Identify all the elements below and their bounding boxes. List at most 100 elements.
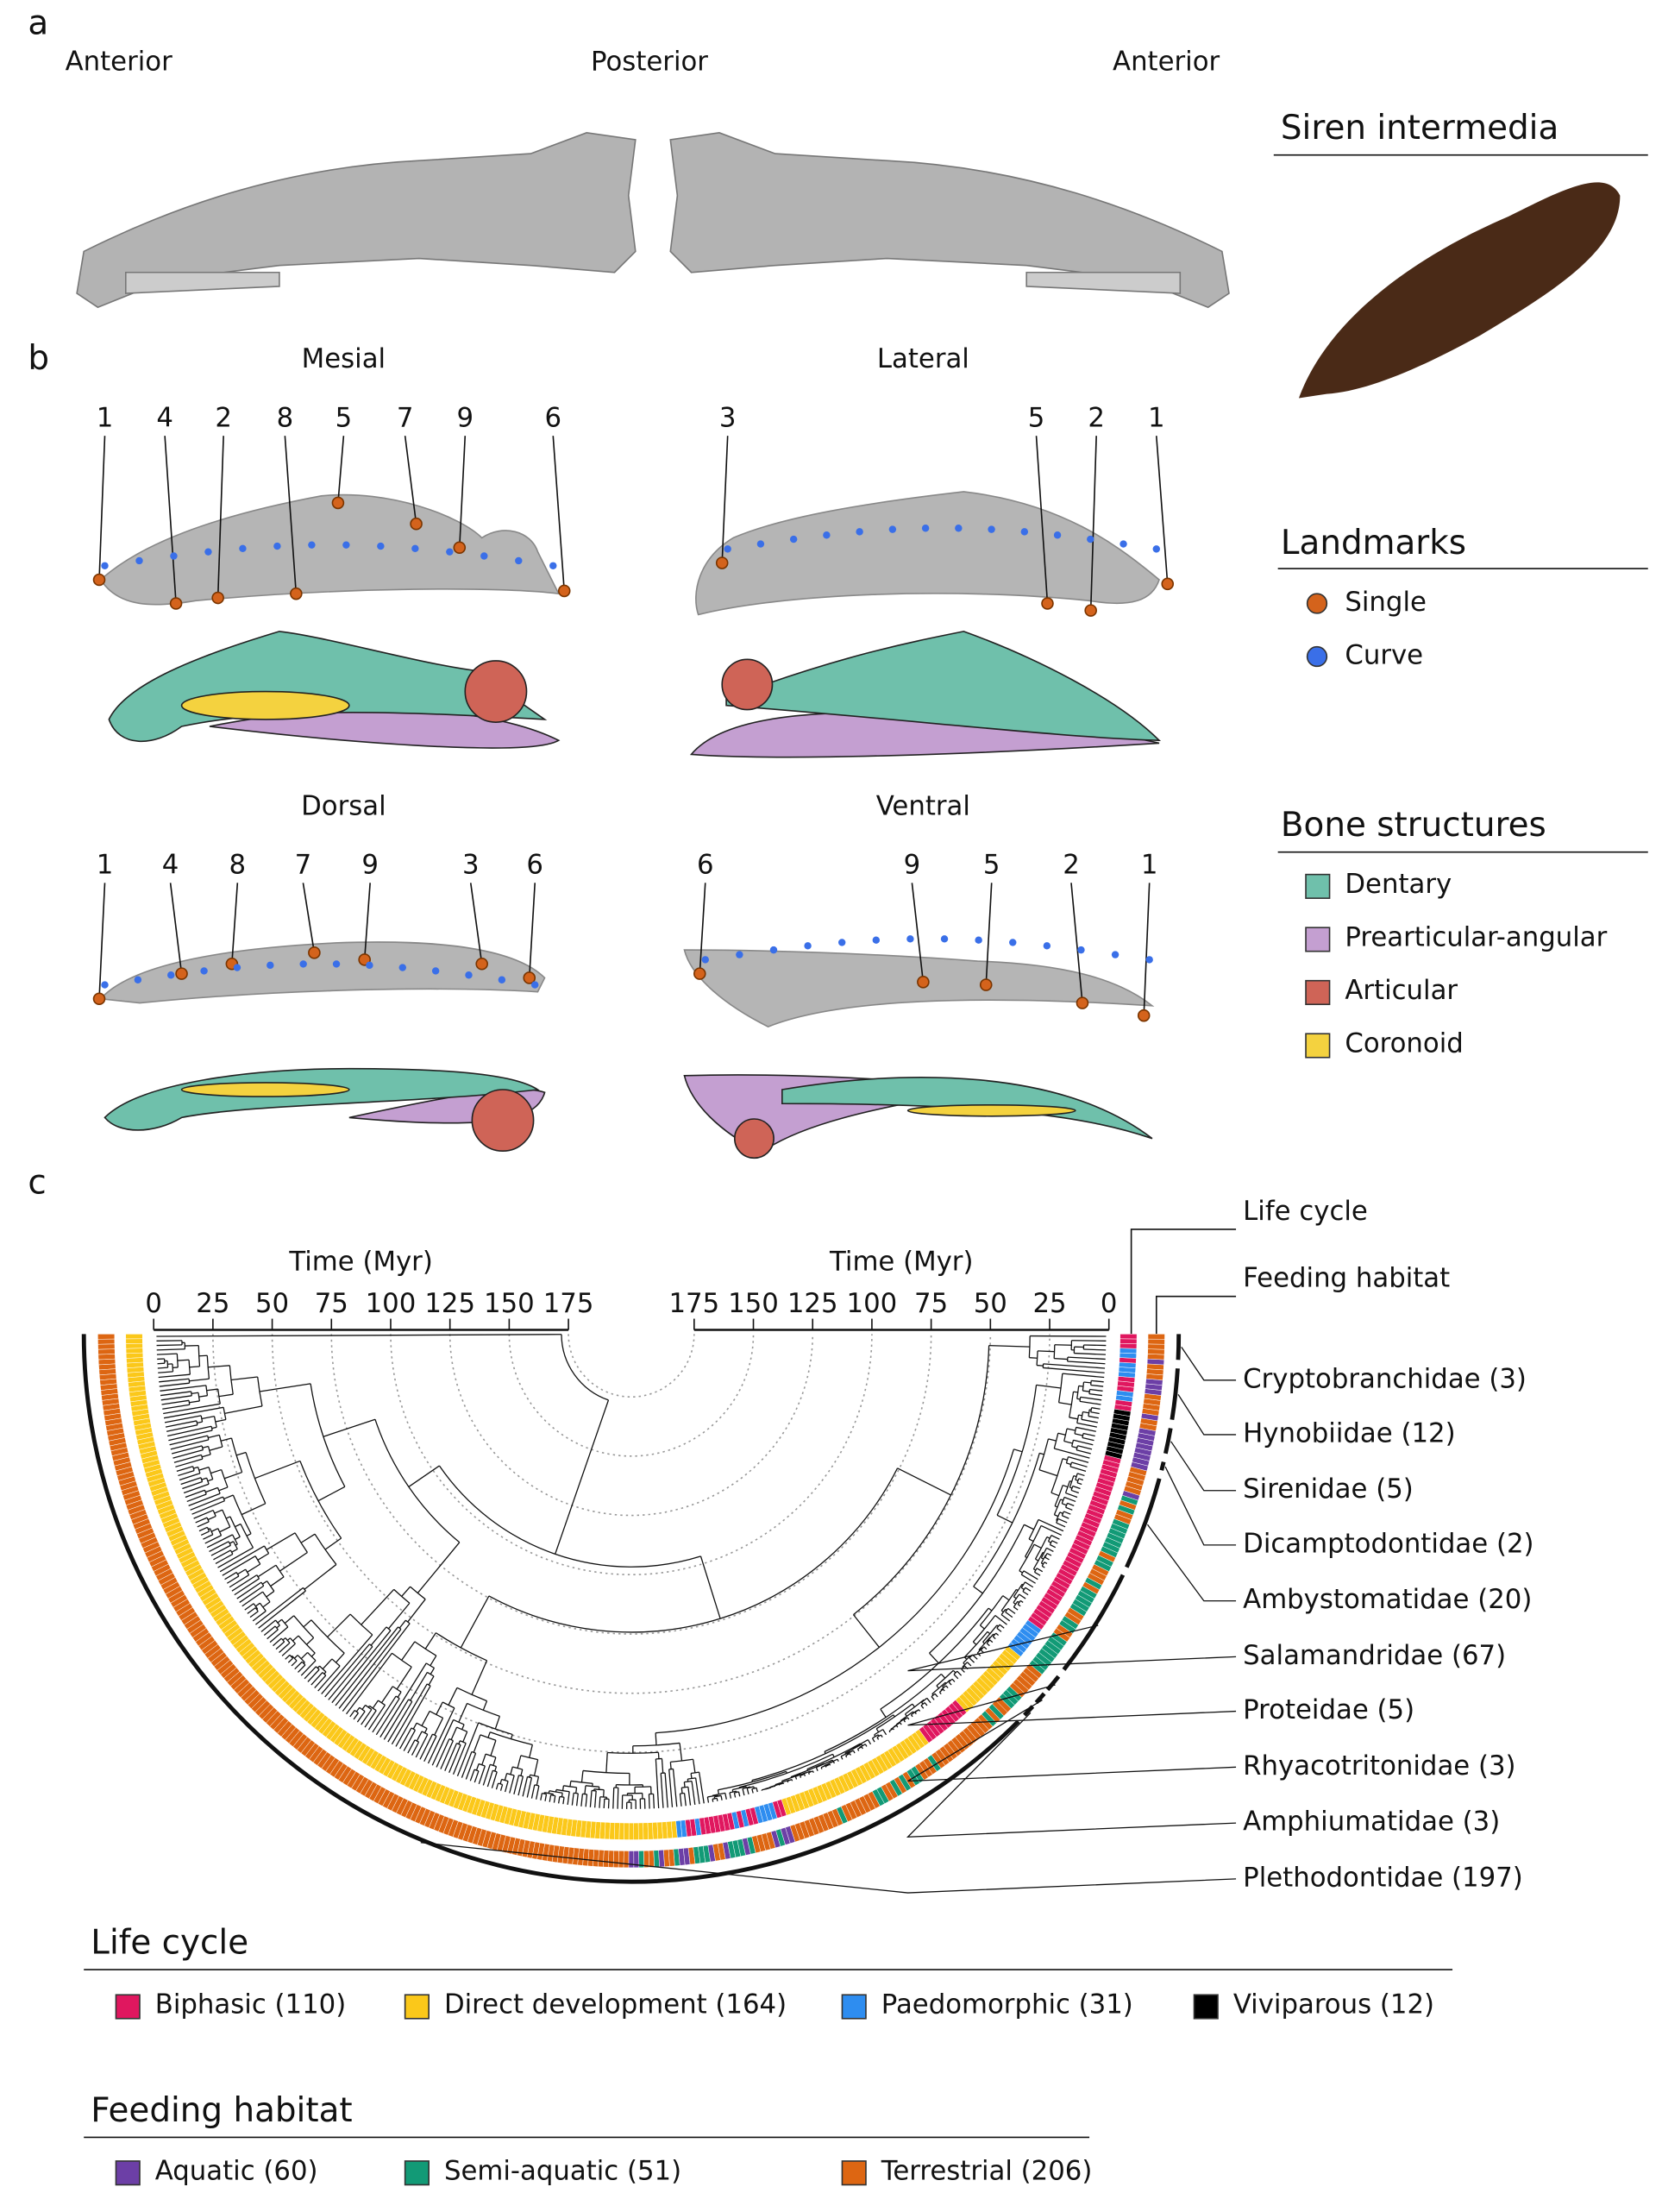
branch bbox=[245, 1604, 254, 1610]
legend-swatch bbox=[1306, 927, 1330, 952]
curve-point bbox=[101, 562, 108, 569]
branch bbox=[1013, 1607, 1018, 1610]
branch bbox=[898, 1468, 951, 1495]
branch bbox=[576, 1788, 577, 1794]
curve-point bbox=[856, 528, 862, 535]
branch bbox=[1025, 1556, 1027, 1557]
branch bbox=[229, 1575, 249, 1587]
branch bbox=[1074, 1354, 1106, 1355]
branch bbox=[449, 1745, 461, 1773]
branch bbox=[1044, 1562, 1047, 1564]
landmark-point bbox=[1042, 598, 1053, 609]
branch bbox=[248, 1608, 255, 1614]
life-cycle-cell bbox=[624, 1823, 630, 1839]
curve-point bbox=[465, 971, 472, 978]
landmark-point bbox=[1162, 578, 1173, 589]
branch bbox=[1060, 1512, 1063, 1513]
branch bbox=[518, 1776, 523, 1795]
leader bbox=[1157, 436, 1168, 584]
landmark-number: 6 bbox=[526, 849, 543, 880]
curve-point bbox=[736, 951, 743, 958]
branch bbox=[997, 1628, 1001, 1631]
branch bbox=[1054, 1515, 1057, 1517]
branch bbox=[1008, 1608, 1015, 1613]
bone-dorsal bbox=[101, 942, 545, 1003]
branch bbox=[400, 1728, 411, 1749]
landmark-number: 4 bbox=[162, 849, 179, 880]
branch bbox=[474, 1735, 480, 1752]
branch bbox=[368, 1706, 369, 1707]
life-cycle-cell bbox=[126, 1339, 143, 1344]
branch bbox=[1054, 1359, 1068, 1360]
branch bbox=[253, 1611, 266, 1620]
branch bbox=[812, 1771, 813, 1773]
branch bbox=[178, 1360, 189, 1361]
branch bbox=[988, 1608, 992, 1611]
branch bbox=[973, 1642, 976, 1644]
branch bbox=[482, 1754, 486, 1765]
branch bbox=[1006, 1612, 1013, 1618]
branch bbox=[292, 1661, 297, 1666]
branch bbox=[989, 1346, 1030, 1348]
branch bbox=[306, 1637, 313, 1644]
branch bbox=[210, 1447, 223, 1450]
branch bbox=[549, 1795, 550, 1802]
branch bbox=[493, 1757, 496, 1765]
branch bbox=[833, 1754, 835, 1756]
branch bbox=[1091, 1385, 1103, 1386]
branch bbox=[1043, 1367, 1104, 1373]
branch bbox=[572, 1793, 574, 1805]
landmark-point bbox=[411, 518, 422, 530]
branch bbox=[699, 1772, 705, 1803]
branch bbox=[816, 1768, 818, 1771]
branch bbox=[1037, 1366, 1043, 1367]
legend-label: Single bbox=[1345, 587, 1427, 618]
branch bbox=[1057, 1523, 1065, 1527]
curve-point bbox=[135, 557, 142, 564]
branch bbox=[707, 1797, 708, 1803]
branch bbox=[595, 1791, 596, 1807]
branch bbox=[430, 1668, 434, 1674]
branch bbox=[1058, 1433, 1066, 1435]
landmark-point bbox=[559, 585, 570, 596]
branch bbox=[202, 1478, 207, 1480]
branch bbox=[1077, 1446, 1092, 1449]
curve-point bbox=[922, 525, 929, 531]
curve-point bbox=[480, 552, 487, 559]
branch bbox=[189, 1401, 199, 1403]
life-cycle-cell bbox=[1119, 1353, 1137, 1358]
branch bbox=[273, 1638, 282, 1645]
branch bbox=[894, 1715, 895, 1717]
curve-point bbox=[955, 525, 962, 531]
branch bbox=[1048, 1439, 1056, 1441]
branch bbox=[993, 1637, 995, 1638]
bone-ventral bbox=[684, 950, 1151, 1027]
branch bbox=[362, 1705, 366, 1709]
life-cycle-cell bbox=[638, 1823, 643, 1840]
family-label: Proteidae (5) bbox=[1243, 1694, 1414, 1725]
legend-label: Paedomorphic (31) bbox=[881, 1989, 1133, 2020]
branch bbox=[298, 1665, 304, 1673]
tick-label: 50 bbox=[974, 1288, 1007, 1319]
branch bbox=[392, 1684, 427, 1744]
branch bbox=[248, 1564, 260, 1572]
branch bbox=[1084, 1382, 1091, 1383]
branch bbox=[1029, 1358, 1037, 1359]
branch bbox=[853, 1615, 879, 1648]
branch bbox=[1047, 1554, 1051, 1556]
branch bbox=[263, 1602, 270, 1607]
tick-label: 25 bbox=[1032, 1288, 1066, 1319]
landmark-point bbox=[1085, 605, 1096, 616]
branch bbox=[282, 1643, 295, 1656]
branch bbox=[1042, 1566, 1044, 1568]
legend-swatch bbox=[842, 2161, 866, 2185]
branch bbox=[168, 1430, 212, 1441]
branch bbox=[381, 1687, 392, 1703]
branch bbox=[1038, 1519, 1063, 1530]
legend-title: Bone structures bbox=[1281, 806, 1546, 845]
branch bbox=[738, 1792, 739, 1796]
curve-point bbox=[823, 531, 830, 538]
legend-label: Prearticular-angular bbox=[1345, 922, 1607, 953]
branch bbox=[541, 1794, 543, 1800]
branch bbox=[674, 1769, 677, 1807]
